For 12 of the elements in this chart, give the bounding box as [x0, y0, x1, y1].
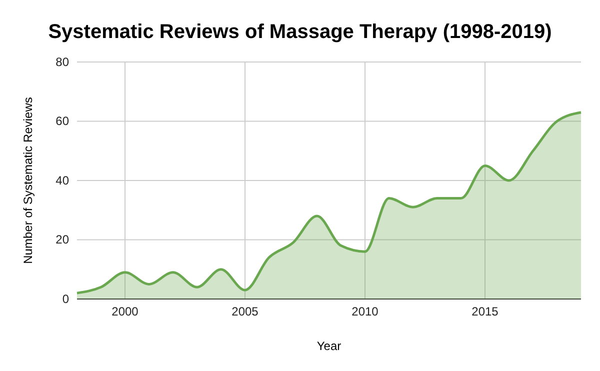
x-axis-title: Year [316, 339, 342, 353]
x-tick-label: 2000 [112, 304, 139, 319]
y-tick-label: 20 [56, 232, 70, 247]
x-tick-label: 2015 [472, 304, 499, 319]
x-tick-label: 2005 [232, 304, 259, 319]
y-tick-label: 80 [56, 54, 70, 69]
y-axis-title: Number of Systematic Reviews [21, 97, 35, 264]
y-tick-label: 40 [56, 173, 70, 188]
chart-title: Systematic Reviews of Massage Therapy (1998-2019) [48, 21, 552, 43]
x-tick-label: 2010 [352, 304, 379, 319]
y-tick-label: 0 [62, 292, 70, 306]
y-tick-label: 60 [56, 114, 70, 128]
